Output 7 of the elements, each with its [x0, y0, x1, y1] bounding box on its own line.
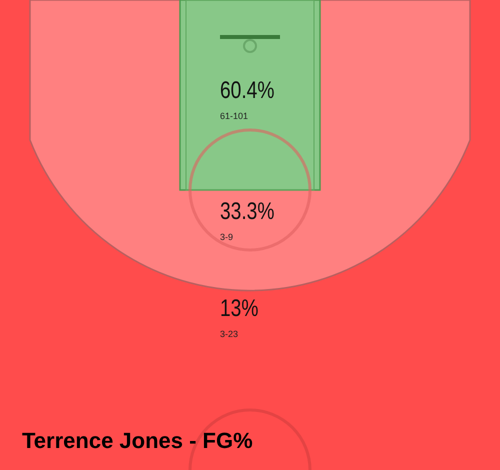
text: 3-23 [220, 329, 238, 339]
data-label: 33.3% [220, 196, 274, 225]
text: 61-101 [220, 111, 248, 121]
text: 3-9 [220, 232, 234, 242]
data-label: 60.4% [220, 76, 274, 104]
text: Terrence Jones - FG% [22, 428, 253, 453]
data-label: 13% [220, 294, 258, 322]
